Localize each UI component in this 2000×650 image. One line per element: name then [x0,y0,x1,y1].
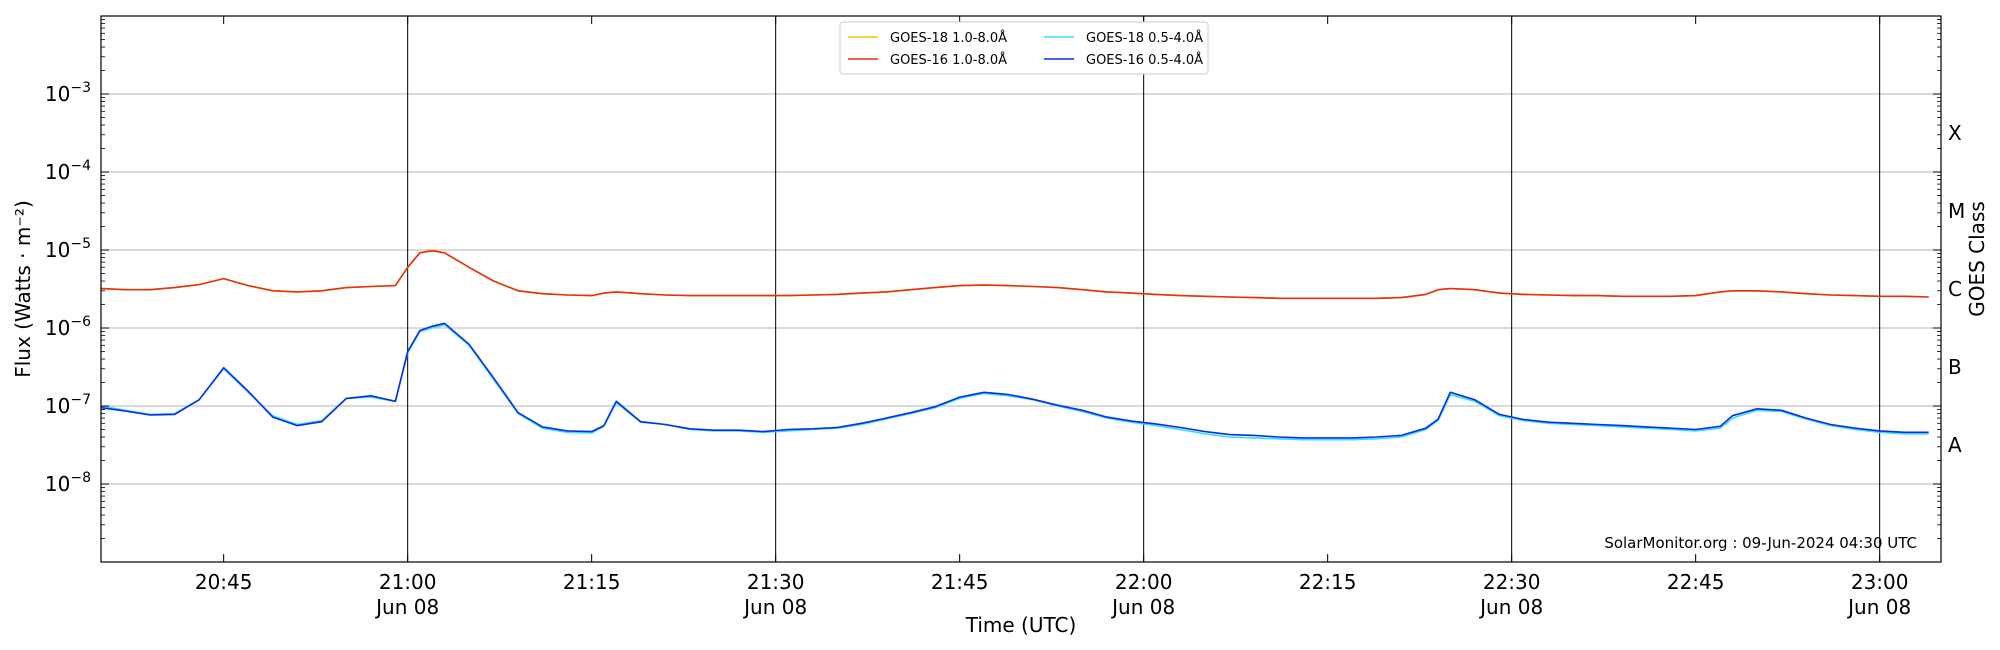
x-tick-sublabel: Jun 08 [1110,595,1175,619]
x-tick-label: 23:00 [1851,570,1909,594]
x-tick-label: 22:00 [1115,570,1173,594]
x-tick-sublabel: Jun 08 [374,595,439,619]
y-tick-label: 10−8 [45,470,91,496]
x-tick-label: 22:45 [1667,570,1725,594]
legend: GOES-18 1.0-8.0Å GOES-18 0.5-4.0Å GOES-16 … [839,21,1209,75]
y-tick-label: 10−6 [45,314,91,340]
x-axis-label: Time (UTC) [965,613,1077,637]
goes-class-label: C [1948,277,1962,301]
legend-box [839,21,1209,75]
x-tick-sublabel: Jun 08 [742,595,807,619]
goes-class-label: X [1948,121,1962,145]
x-tick-label: 21:30 [747,570,805,594]
legend-entry: GOES-16 0.5-4.0Å [1086,52,1203,68]
y-tick-label: 10−5 [45,236,91,262]
y-tick-label: 10−3 [45,80,91,106]
goes-class-label: M [1948,199,1965,223]
goes-class-label: A [1948,433,1962,457]
goes-class-label: B [1948,355,1962,379]
series-line [100,249,1929,300]
x-tick-label: 21:00 [379,570,437,594]
y-tick-label: 10−4 [45,158,91,184]
series-line [100,322,1929,439]
x-tick-label: 21:15 [563,570,621,594]
goes-class-axis-label: GOES Class [1965,201,1989,317]
legend-entry: GOES-18 1.0-8.0Å [890,30,1007,46]
x-tick-sublabel: Jun 08 [1846,595,1911,619]
flux-series [100,249,1929,441]
day-marker-lines [407,16,1881,562]
x-tick-sublabel: Jun 08 [1478,595,1543,619]
grid [101,93,1941,485]
legend-entry: GOES-18 0.5-4.0Å [1086,30,1203,46]
x-tick-label: 21:45 [931,570,989,594]
series-line [100,249,1929,300]
x-tick-label: 22:30 [1483,570,1541,594]
credit-annotation: SolarMonitor.org : 09-Jun-2024 04:30 UTC [1604,534,1917,552]
plot-frame [100,15,1942,563]
legend-entry: GOES-16 1.0-8.0Å [890,52,1007,68]
y-axis-ticks: 10−8 10−7 10−6 10−5 10−4 10−3 [45,19,1941,539]
x-tick-label: 20:45 [195,570,253,594]
series-line [100,323,1929,441]
goes-class-labels: A B C M X [1948,121,1965,457]
y-axis-label: Flux (Watts · m⁻²) [11,200,35,378]
x-tick-label: 22:15 [1299,570,1357,594]
y-tick-label: 10−7 [45,392,91,418]
